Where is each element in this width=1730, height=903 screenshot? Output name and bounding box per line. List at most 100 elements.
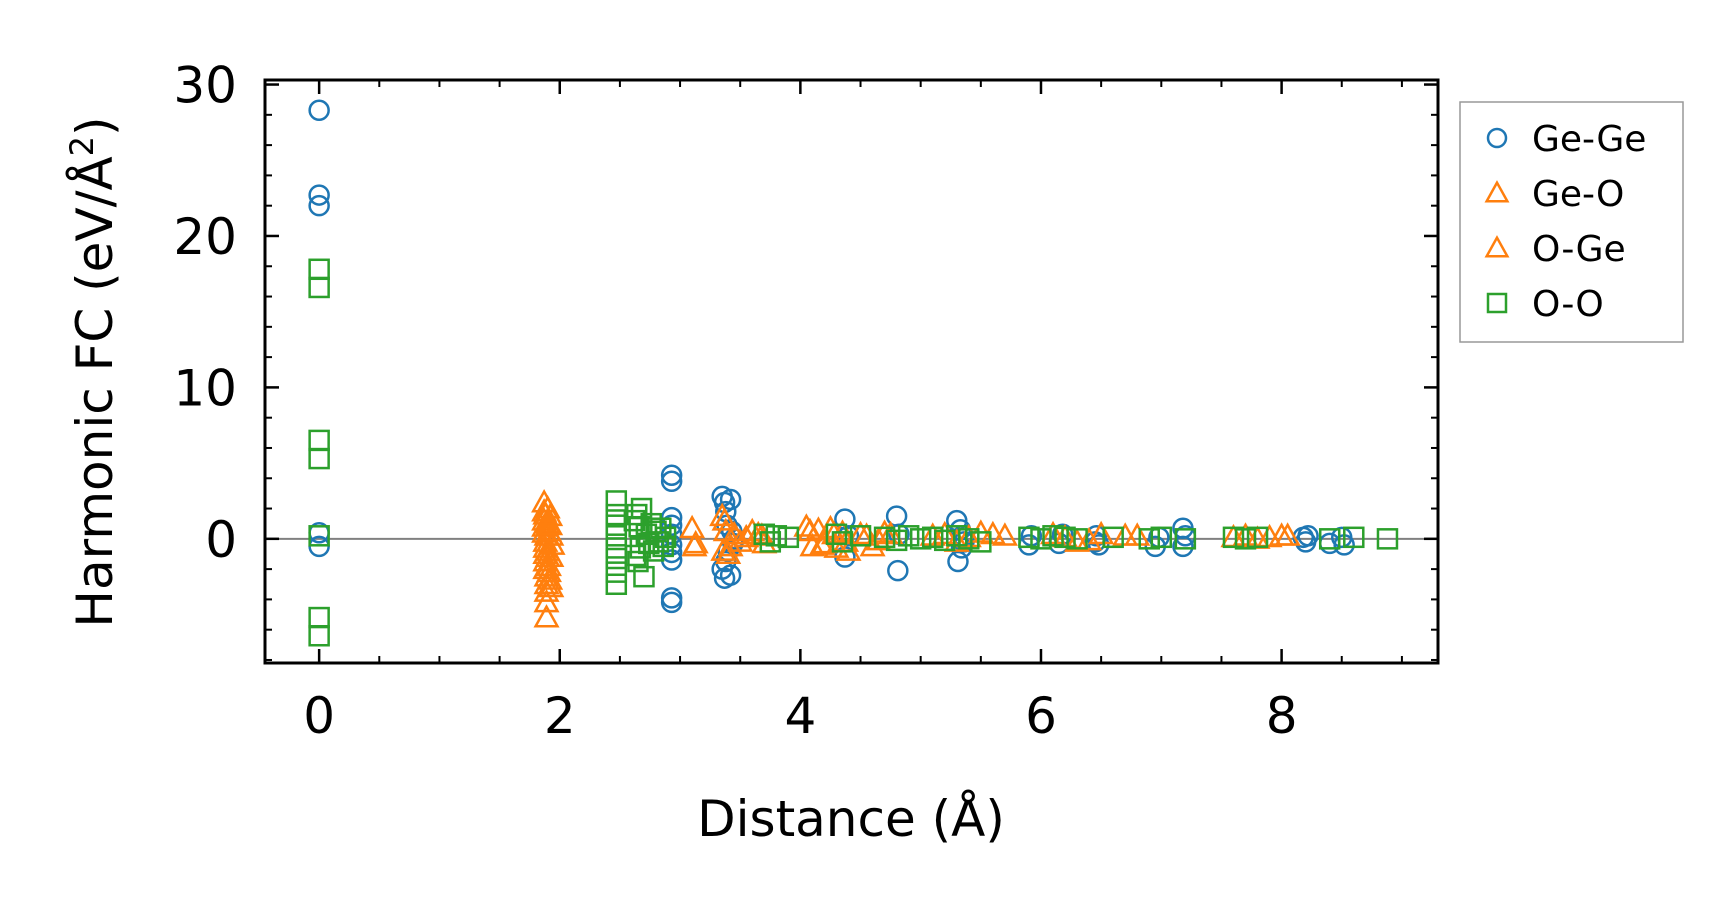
legend-marker-o-ge [1484,235,1510,258]
y-tick-label: 10 [173,359,237,417]
point-o-ge [1076,526,1103,551]
point-ge-o [1232,522,1259,546]
tick-labels: 0 2 4 6 8 0 10 20 30 [173,57,1297,745]
legend-marker-ge-ge [1486,127,1508,149]
y-axis-label-sup: 2 [63,136,101,156]
legend-marker-o-o [1486,292,1508,314]
point-o-o [623,509,646,532]
x-tick-label: 8 [1266,687,1298,745]
y-tick-label: 0 [205,511,237,569]
point-o-o [933,529,956,552]
point-o-o [647,531,670,553]
point-o-ge [1274,522,1301,546]
point-o-o [849,525,872,547]
point-o-ge [733,523,760,548]
point-ge-ge [887,559,909,582]
point-ge-ge [660,470,683,493]
point-ge-o [715,540,742,564]
point-o-ge [865,526,892,551]
point-o-o [605,490,628,512]
point-ge-ge [308,99,330,122]
point-ge-ge [660,591,683,614]
x-tick-label: 6 [1025,687,1057,745]
point-o-o [1102,526,1124,549]
legend-label-o-ge: O-Ge [1532,229,1626,270]
point-o-o [1343,526,1365,549]
point-ge-ge [308,184,330,206]
point-o-o [605,573,628,596]
axis-ticks [265,80,1438,663]
legend-label-o-o: O-O [1532,284,1604,325]
point-o-o [873,526,896,549]
point-o-ge [537,511,564,536]
point-o-ge [955,523,982,548]
point-o-o [825,523,848,546]
point-o-o [753,523,776,546]
point-ge-o [533,604,560,628]
legend: Ge-Ge Ge-O O-Ge O-O [1459,101,1684,343]
point-o-o [921,526,944,549]
point-o-o [1042,525,1064,547]
point-o-o [605,525,628,547]
point-o-o [1054,526,1076,549]
point-o-o [1234,528,1257,550]
point-o-ge [877,520,904,545]
point-ge-o [931,520,958,545]
point-o-o [308,606,330,629]
y-axis-label-main: Harmonic FC (eV/Å [66,156,124,627]
point-o-o [970,531,992,553]
point-ge-o [823,534,850,558]
point-ge-ge [660,464,683,486]
x-tick-label: 0 [303,687,335,745]
point-ge-ge [719,564,742,586]
point-o-ge [711,507,738,531]
point-ge-ge [1172,535,1194,558]
point-o-o [605,561,628,583]
point-ge-ge [719,488,742,511]
y-tick-label: 20 [173,208,237,266]
point-o-o [909,528,932,550]
point-ge-o [991,522,1018,546]
point-ge-o [533,588,560,613]
x-tick-label: 4 [784,687,816,745]
point-o-o [1246,526,1269,549]
scatter-points [308,99,1399,647]
point-o-ge [796,517,824,542]
point-o-o [1030,528,1052,550]
point-o-ge [1112,522,1139,546]
point-ge-ge [947,550,969,573]
point-o-o [308,525,330,547]
point-o-o [308,276,330,299]
point-o-o [1138,528,1161,550]
legend-box [1459,101,1684,343]
point-o-o [308,429,330,452]
x-tick-label: 2 [544,687,576,745]
point-o-o [633,565,655,588]
point-o-o [308,447,330,470]
point-o-ge [919,522,946,546]
point-ge-ge [660,587,683,609]
x-axis-label: Distance (Å) [697,790,1005,848]
point-o-o [946,525,968,547]
point-o-o [1150,526,1173,549]
point-o-o [1174,528,1197,550]
point-ge-o [1088,520,1115,545]
point-ge-ge [308,194,330,217]
plot-frame [263,78,1440,665]
point-o-o [765,525,788,547]
point-ge-o [679,514,706,539]
point-o-ge [538,573,565,598]
point-ge-ge [1297,525,1319,547]
point-o-o [897,525,920,547]
point-o-o [1066,528,1088,550]
point-ge-o [847,520,874,545]
point-o-o [1222,526,1245,549]
point-o-ge [682,529,709,554]
point-ge-ge [1087,534,1110,556]
y-axis-label: Harmonic FC (eV/Å2) [63,116,124,627]
point-ge-o [533,578,560,602]
legend-marker-ge-o [1484,180,1510,203]
point-o-o [958,528,980,550]
point-o-o [654,526,677,549]
point-ge-o [537,566,564,590]
